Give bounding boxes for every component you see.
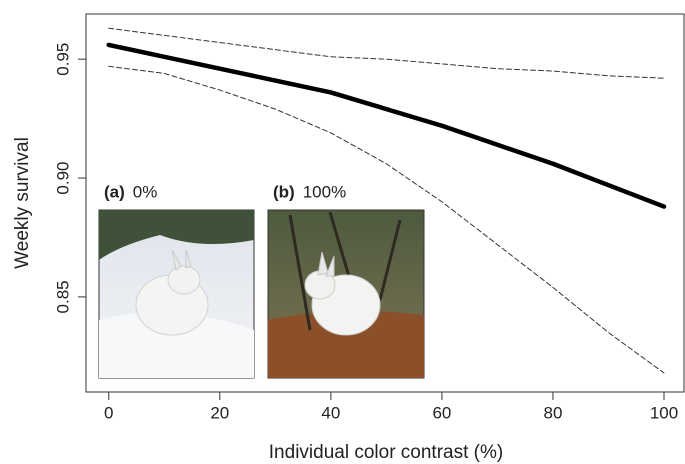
inset-label: 100%	[303, 182, 346, 201]
y-tick-label: 0.95	[53, 43, 72, 76]
inset-tag: (a)	[104, 182, 125, 201]
x-tick-label: 100	[650, 403, 678, 422]
inset-label: 0%	[133, 182, 158, 201]
plot-frame	[85, 13, 685, 393]
x-tick-label: 0	[104, 403, 113, 422]
photo-b	[267, 209, 425, 379]
y-tick-label: 0.90	[53, 161, 72, 194]
x-tick-label: 40	[321, 403, 340, 422]
x-tick-label: 20	[210, 403, 229, 422]
y-axis-label: Weekly survival	[12, 137, 33, 269]
series-line	[108, 65, 665, 374]
photo-a	[98, 209, 255, 379]
inset-tag: (b)	[273, 182, 295, 201]
x-tick-label: 60	[432, 403, 451, 422]
x-tick-label: 80	[544, 403, 563, 422]
x-axis-label: Individual color contrast (%)	[269, 442, 503, 463]
series-line	[106, 42, 667, 209]
series-line	[108, 27, 665, 79]
y-tick-label: 0.85	[53, 280, 72, 313]
